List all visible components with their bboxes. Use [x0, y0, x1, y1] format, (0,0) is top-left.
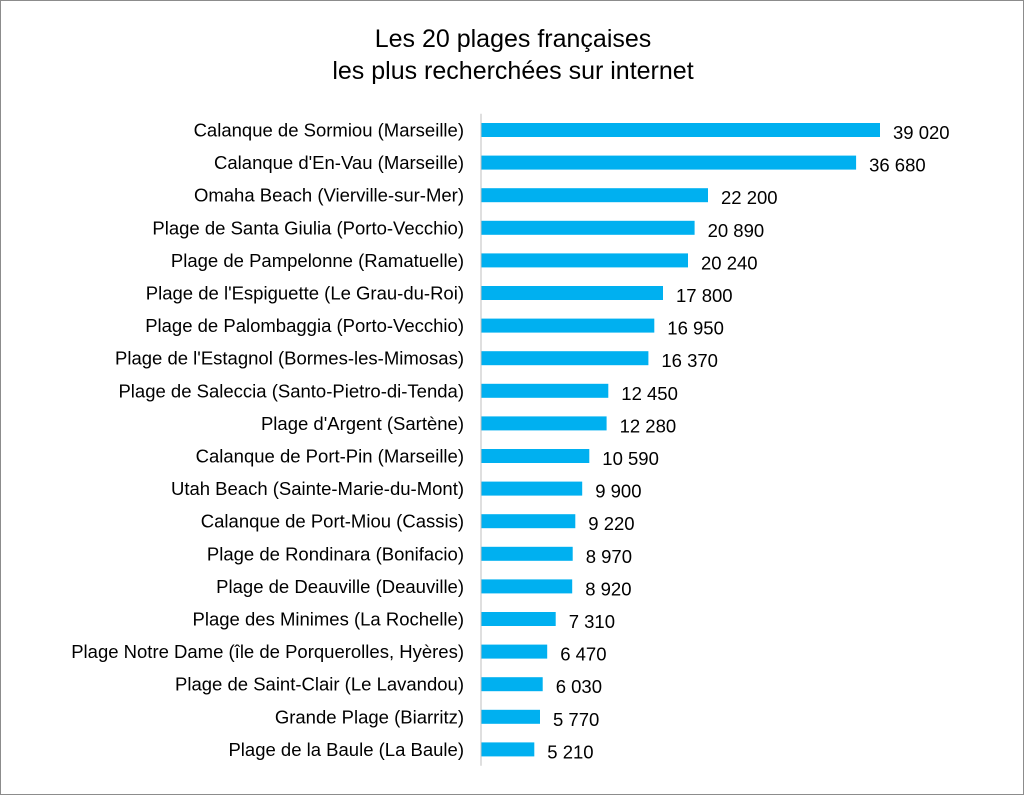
category-label-9: Plage de Saleccia (Santo-Pietro-di-Tenda…: [118, 380, 464, 401]
bar-5: [481, 253, 688, 268]
value-label-7: 16 950: [667, 318, 724, 339]
bar-6: [481, 286, 663, 300]
category-label-3: Omaha Beach (Vierville-sur-Mer): [194, 185, 464, 206]
value-labels: 39 020 36 680 22 200 20 890 20 240 17 800 16 9…: [547, 122, 949, 762]
value-label-13: 9 220: [588, 513, 634, 534]
value-label-14: 8 970: [586, 546, 632, 567]
bar-2: [481, 155, 857, 170]
category-label-1: Calanque de Sormiou (Marseille): [194, 120, 464, 141]
value-label-4: 20 890: [708, 220, 765, 241]
chart-title-block: Les 20 plages françaises les plus recher…: [1, 23, 1024, 87]
bar-13: [481, 514, 576, 529]
value-label-11: 10 590: [602, 448, 659, 469]
value-label-8: 16 370: [661, 350, 718, 371]
value-label-16: 7 310: [569, 611, 615, 632]
value-label-12: 9 900: [595, 481, 641, 502]
category-label-19: Grande Plage (Biarritz): [275, 706, 464, 727]
bar-11: [481, 449, 590, 463]
value-label-17: 6 470: [560, 644, 606, 665]
category-label-15: Plage de Deauville (Deauville): [216, 576, 464, 597]
bar-15: [481, 579, 573, 594]
bar-20: [481, 742, 535, 757]
bar-8: [481, 351, 649, 366]
bar-14: [481, 546, 573, 561]
category-label-4: Plage de Santa Giulia (Porto-Vecchio): [152, 217, 464, 238]
category-label-18: Plage de Saint-Clair (Le Lavandou): [175, 674, 464, 695]
category-label-12: Utah Beach (Sainte-Marie-du-Mont): [171, 478, 464, 499]
bars-layer: [481, 123, 880, 757]
category-label-11: Calanque de Port-Pin (Marseille): [196, 446, 464, 467]
bar-10: [481, 416, 607, 431]
chart-title: Les 20 plages françaises: [374, 25, 652, 53]
category-label-8: Plage de l'Estagnol (Bormes-les-Mimosas): [115, 348, 464, 369]
bar-16: [481, 612, 556, 626]
category-label-20: Plage de la Baule (La Baule): [228, 739, 464, 760]
bar-3: [481, 188, 708, 203]
category-label-16: Plage des Minimes (La Rochelle): [193, 609, 464, 630]
bar-17: [481, 644, 548, 659]
bar-19: [481, 709, 540, 724]
value-label-20: 5 210: [547, 741, 593, 762]
bar-4: [481, 220, 695, 235]
category-label-6: Plage de l'Espiguette (Le Grau-du-Roi): [146, 283, 464, 304]
category-label-10: Plage d'Argent (Sartène): [261, 413, 464, 434]
bar-9: [481, 383, 609, 398]
bar-12: [481, 481, 583, 496]
value-label-9: 12 450: [621, 383, 678, 404]
category-label-7: Plage de Palombaggia (Porto-Vecchio): [145, 315, 464, 336]
category-label-5: Plage de Pampelonne (Ramatuelle): [171, 250, 464, 271]
value-label-19: 5 770: [553, 709, 599, 730]
chart-subtitle: les plus recherchées sur internet: [332, 57, 694, 85]
category-label-17: Plage Notre Dame (île de Porquerolles, H…: [71, 641, 464, 662]
value-label-15: 8 920: [585, 578, 631, 599]
bar-1: [481, 123, 880, 137]
value-label-10: 12 280: [620, 415, 677, 436]
value-label-6: 17 800: [676, 285, 733, 306]
bar-7: [481, 318, 655, 333]
category-label-2: Calanque d'En-Vau (Marseille): [214, 152, 464, 173]
category-labels: Calanque de Sormiou (Marseille) Calanque …: [71, 120, 464, 760]
bar-18: [481, 677, 543, 692]
category-label-14: Plage de Rondinara (Bonifacio): [207, 543, 464, 564]
value-label-1: 39 020: [893, 122, 950, 143]
value-label-5: 20 240: [701, 252, 758, 273]
value-label-3: 22 200: [721, 187, 778, 208]
category-label-13: Calanque de Port-Miou (Cassis): [201, 511, 464, 532]
value-label-18: 6 030: [556, 676, 602, 697]
value-label-2: 36 680: [869, 155, 926, 176]
